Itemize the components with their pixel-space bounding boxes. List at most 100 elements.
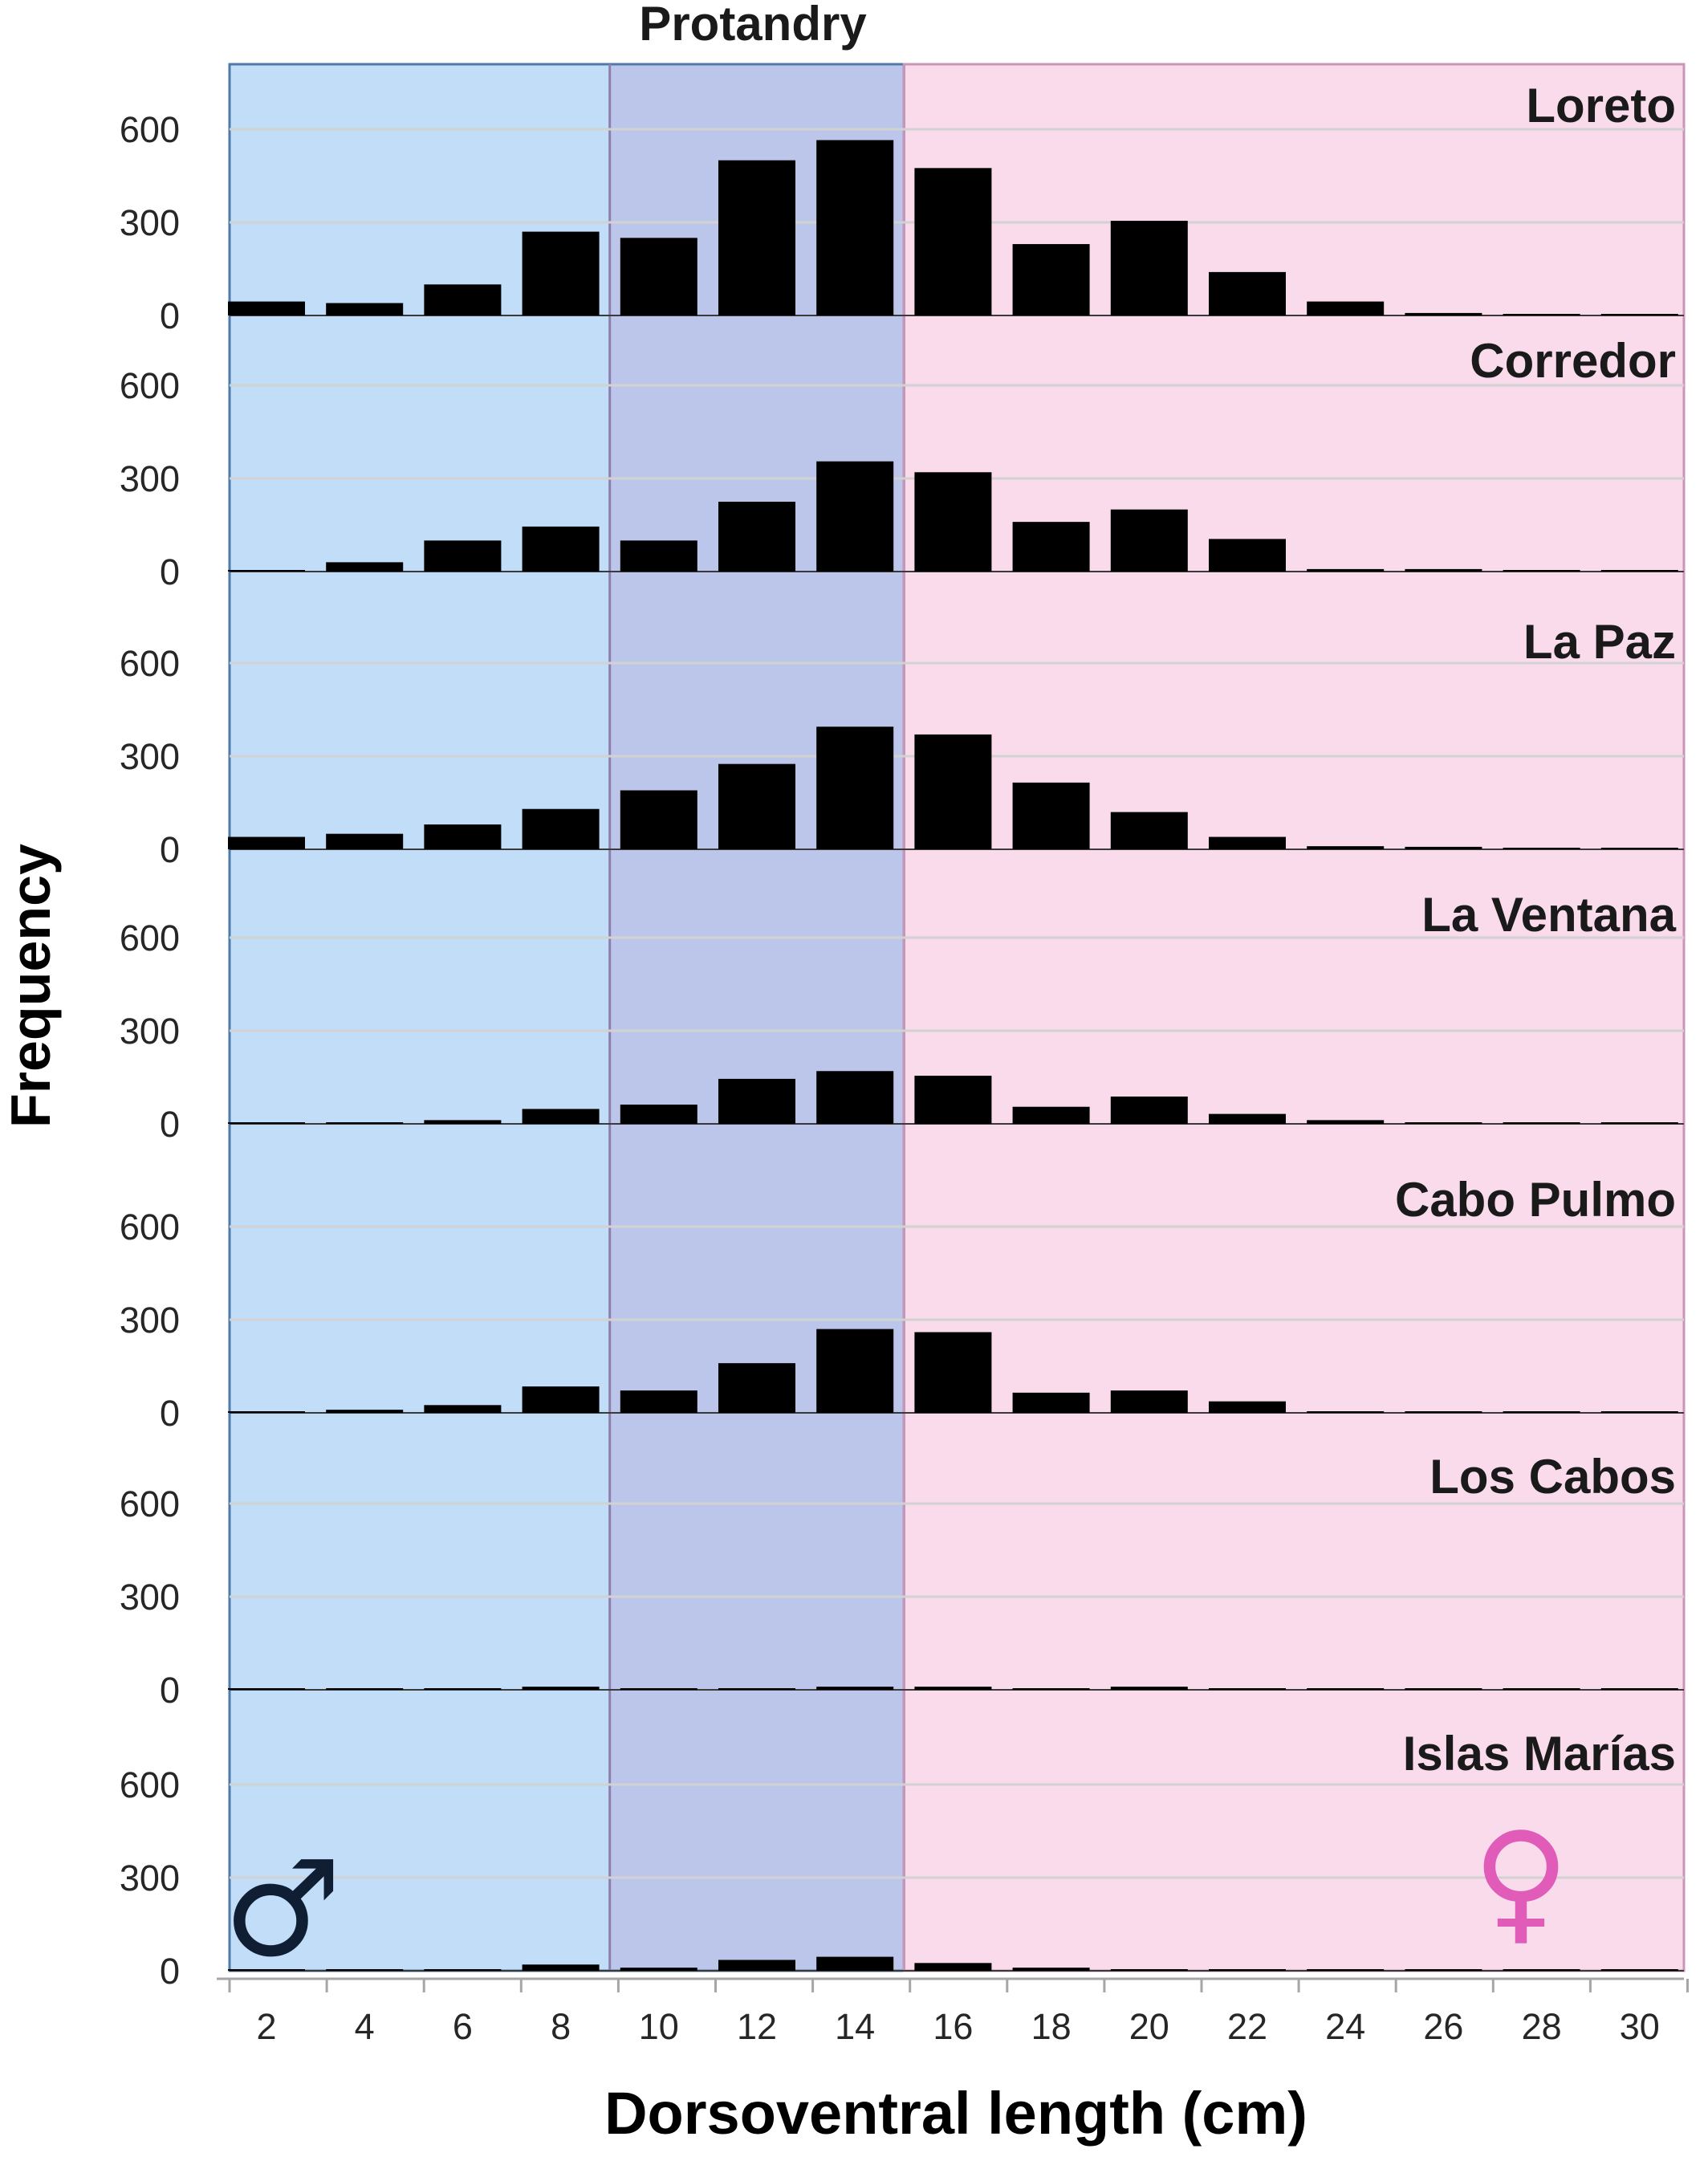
x-tick-label: 22 — [1227, 2006, 1267, 2047]
bar — [816, 1071, 894, 1124]
bar — [1012, 1392, 1090, 1413]
bar — [1405, 1122, 1482, 1124]
x-tick-label: 20 — [1129, 2006, 1169, 2047]
sex-regions — [228, 63, 1686, 1972]
x-axis: 2 4 6 8 10 12 14 16 18 20 22 24 26 28 30 — [217, 1977, 1689, 2047]
y-tick-label: 600 — [120, 1483, 180, 1524]
bars — [228, 140, 1678, 1971]
y-tick-label: 300 — [120, 1858, 180, 1899]
y-tick-label: 600 — [120, 643, 180, 684]
y-tick-label: 300 — [120, 1577, 180, 1618]
y-tick-label: 600 — [120, 109, 180, 150]
bar — [1012, 782, 1090, 849]
bar — [228, 570, 305, 572]
y-tick-label: 0 — [160, 1951, 180, 1992]
x-tick-label: 28 — [1522, 2006, 1562, 2047]
bar — [326, 1410, 404, 1413]
bar — [816, 461, 894, 572]
y-tick-label: 600 — [120, 918, 180, 958]
bar — [326, 1122, 404, 1124]
bar — [1307, 568, 1385, 572]
bar — [1209, 1401, 1286, 1413]
bar — [1503, 1688, 1580, 1690]
bar — [1600, 848, 1678, 849]
y-tick-label: 600 — [120, 365, 180, 406]
x-tick-label: 24 — [1325, 2006, 1365, 2047]
y-tick-label: 0 — [160, 1670, 180, 1711]
bar — [620, 540, 697, 572]
x-tick-label: 26 — [1423, 2006, 1463, 2047]
bar — [1405, 846, 1482, 849]
y-tick-label: 300 — [120, 1300, 180, 1341]
bar — [1600, 1411, 1678, 1413]
bar — [718, 502, 795, 572]
bar — [914, 734, 992, 849]
bar — [1209, 836, 1286, 849]
bar — [1405, 1411, 1482, 1413]
bar — [620, 790, 697, 849]
bar — [718, 1078, 795, 1124]
x-tick-label: 4 — [355, 2006, 375, 2047]
bar — [1012, 522, 1090, 572]
x-tick-label: 12 — [737, 2006, 777, 2047]
panel-labels: Loreto Corredor La Paz La Ventana Cabo Pulmo… — [1395, 79, 1677, 1781]
bar — [718, 1960, 795, 1971]
bar — [1600, 570, 1678, 572]
bar — [1503, 570, 1580, 572]
x-tick-label: 2 — [256, 2006, 276, 2047]
bar — [424, 540, 502, 572]
bar — [620, 1390, 697, 1413]
bar — [228, 1688, 305, 1690]
bar — [1110, 221, 1188, 315]
bar — [1503, 1411, 1580, 1413]
region-female — [904, 64, 1684, 1971]
bar — [718, 1688, 795, 1690]
y-tick-label: 600 — [120, 1764, 180, 1805]
y-tick-label: 0 — [160, 295, 180, 336]
panel-label: La Ventana — [1421, 888, 1676, 942]
bar — [424, 1969, 502, 1971]
bar — [424, 284, 502, 315]
bar — [718, 763, 795, 849]
bar — [1405, 568, 1482, 572]
bar — [620, 1968, 697, 1971]
bar — [1307, 1120, 1385, 1124]
male-symbol: ♂ — [223, 1832, 342, 1986]
bar — [522, 1109, 600, 1124]
x-tick-label: 14 — [835, 2006, 875, 2047]
bar — [1110, 1390, 1188, 1413]
y-tick-label: 0 — [160, 829, 180, 870]
bar — [1012, 1968, 1090, 1971]
region-male — [230, 64, 610, 1971]
bar — [816, 140, 894, 315]
bar — [1307, 1411, 1385, 1413]
bar — [816, 1956, 894, 1971]
bar — [1209, 1113, 1286, 1124]
bar — [522, 526, 600, 572]
female-symbol: ♀ — [1473, 1804, 1570, 1958]
bar — [620, 238, 697, 315]
x-tick-label: 16 — [933, 2006, 973, 2047]
bar — [228, 1411, 305, 1413]
y-tick-labels: 0 300 600 0 300 600 0 300 600 0 300 600 0 300 600 0 300 6… — [120, 109, 180, 1992]
x-tick-label: 8 — [551, 2006, 571, 2047]
bar — [424, 1405, 502, 1413]
panel-label: Los Cabos — [1429, 1450, 1676, 1504]
bar — [1600, 314, 1678, 315]
bar — [326, 562, 404, 572]
bar — [1209, 539, 1286, 572]
bar — [1600, 1969, 1678, 1971]
bar — [1110, 1687, 1188, 1690]
x-axis-title: Dorsoventral length (cm) — [604, 2080, 1307, 2147]
region-protandry — [609, 64, 905, 1971]
bar — [228, 836, 305, 849]
bar — [816, 1329, 894, 1413]
bar — [1209, 1969, 1286, 1971]
protandry-label: Protandry — [639, 0, 867, 51]
bar — [326, 1969, 404, 1971]
bar — [326, 833, 404, 849]
panel-label: La Paz — [1523, 615, 1676, 669]
bar — [816, 726, 894, 849]
bar — [1012, 1106, 1090, 1124]
